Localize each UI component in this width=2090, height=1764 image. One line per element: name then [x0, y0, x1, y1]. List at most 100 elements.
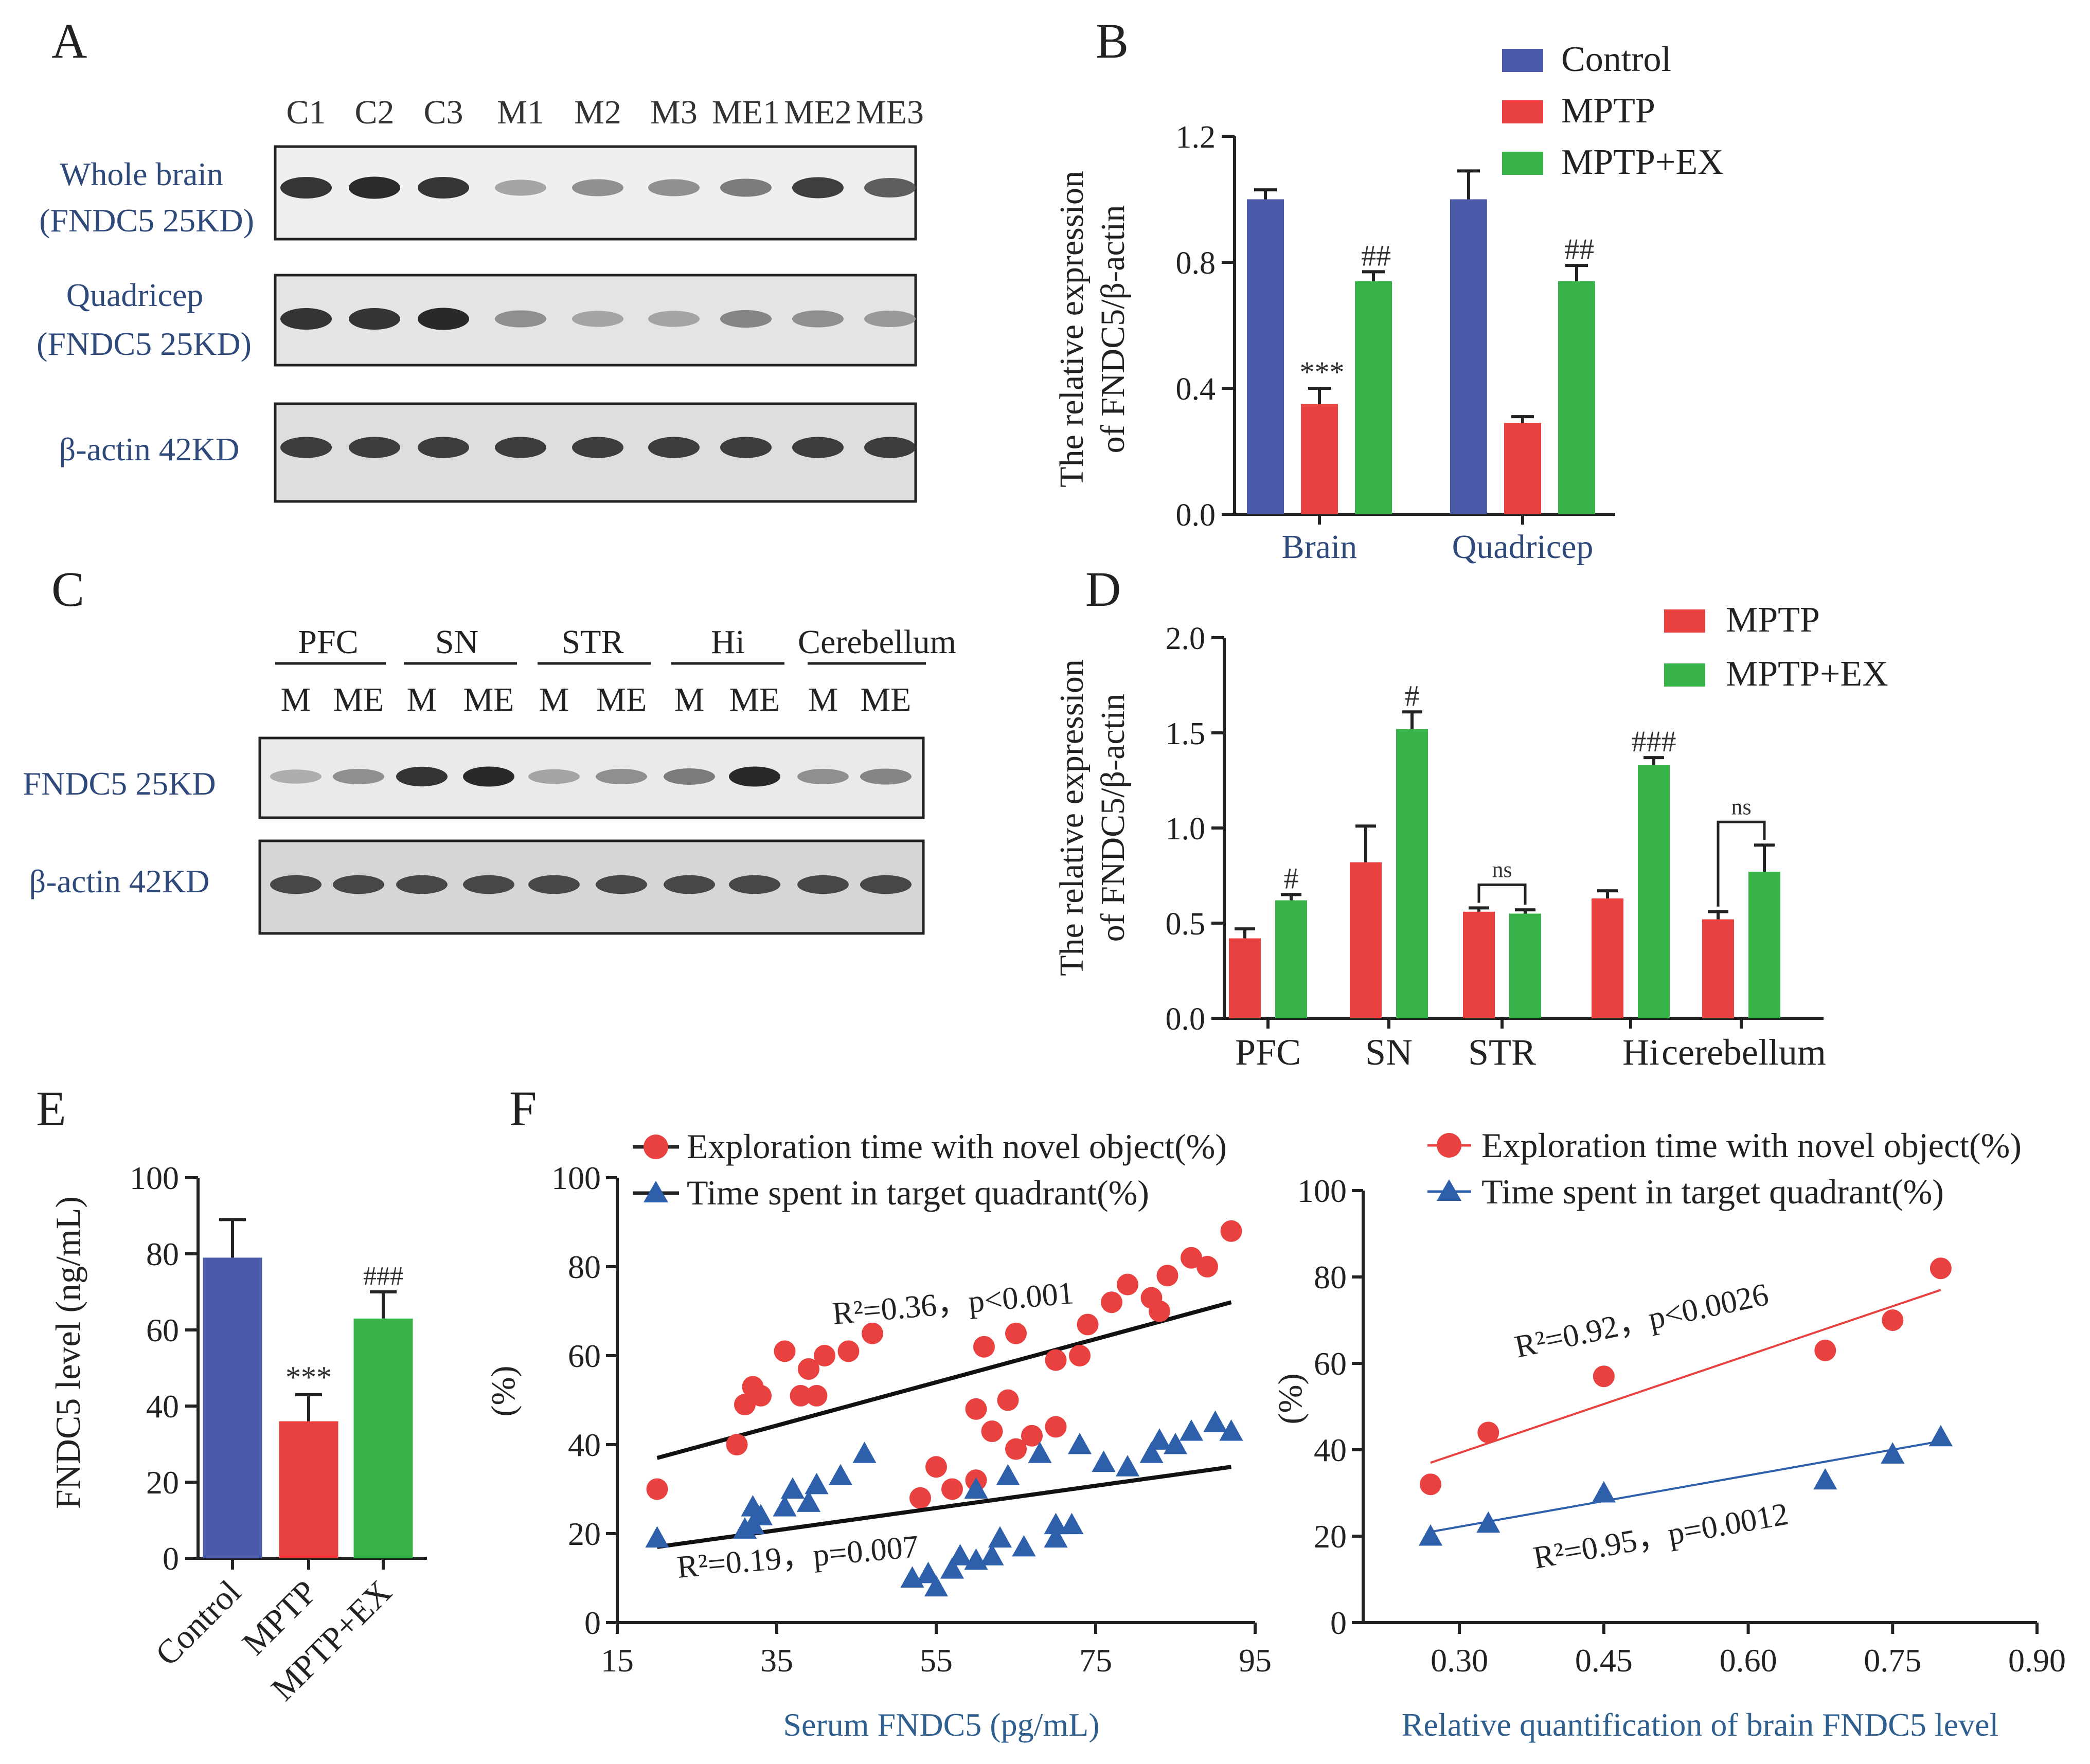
blot-band: [528, 769, 580, 784]
chart-f1-point-circle: [734, 1394, 756, 1416]
chart-f2-x-tick-label: 0.45: [1575, 1642, 1633, 1679]
legend-swatch-mptp: [1664, 609, 1705, 633]
blot-c-row-label: β-actin 42KD: [29, 863, 210, 899]
blot-c-region-label: PFC: [298, 623, 358, 661]
chart-f1-point-triangle: [1203, 1410, 1227, 1432]
chart-d-annotation: ns: [1492, 857, 1512, 882]
chart-e-x-tick-label: Control: [148, 1573, 248, 1673]
blot-a-lane-label: ME1: [712, 94, 780, 131]
legend-label-mptp-ex: MPTP+EX: [1561, 142, 1724, 182]
chart-f1-y-tick-label: 0: [584, 1605, 601, 1641]
chart-f1-legend: Exploration time with novel object(%) Ti…: [633, 1127, 1227, 1212]
chart-b-annotation: ##: [1361, 239, 1391, 272]
chart-f1-point-circle: [806, 1384, 828, 1407]
chart-f2-fit-line: [1430, 1289, 1941, 1464]
blot-band: [463, 875, 514, 894]
blot-c-region-labels: PFC SN STR Hi Cerebellum: [298, 623, 956, 661]
blot-band: [333, 875, 384, 894]
chart-f1-x-tick-label: 35: [760, 1642, 793, 1679]
chart-f1-point-circle: [1196, 1256, 1218, 1277]
chart-d-bar-mptp-ex: [1509, 913, 1541, 1018]
blot-band: [349, 308, 400, 330]
chart-d-bar-mptp: [1702, 919, 1734, 1018]
chart-d-bar-mptp-ex: [1748, 872, 1780, 1018]
blot-c-lane-label: ME: [861, 681, 912, 718]
chart-d-bar-mptp: [1350, 862, 1382, 1018]
chart-b-x-tick-label: Quadricep: [1452, 528, 1594, 566]
chart-f1-point-triangle: [1179, 1419, 1204, 1441]
blot-a-lane-label: C1: [286, 94, 326, 131]
panel-letter-a: A: [51, 13, 87, 68]
legend-label-exploration: Exploration time with novel object(%): [1481, 1126, 2022, 1165]
chart-f1-y-tick-label: 100: [551, 1160, 601, 1196]
chart-d-legend: MPTP MPTP+EX: [1664, 600, 1888, 694]
blot-band: [729, 875, 780, 894]
chart-f1: (%) Serum FNDC5 (pg/mL) 0 20 40 60 80 100 15 35…: [485, 1127, 1272, 1743]
blot-band: [797, 768, 849, 785]
blot-band: [270, 769, 321, 784]
chart-f1-point-circle: [1181, 1247, 1202, 1269]
blot-c-region-label: Cerebellum: [798, 623, 956, 661]
chart-d-bar-mptp-ex: [1275, 900, 1307, 1018]
blot-c-region-label: STR: [561, 623, 623, 661]
blot-band: [349, 437, 400, 458]
chart-f2-x-tick-label: 0.75: [1864, 1642, 1921, 1679]
chart-d-bars: # # ns ### ns: [1229, 679, 1780, 1018]
blot-a: C1 C2 C3 M1 M2 M3 ME1 ME2 ME3 Whole brai…: [37, 94, 924, 503]
chart-f1-point-circle: [909, 1487, 931, 1509]
chart-f1-point-triangle: [796, 1490, 821, 1512]
chart-f1-point-triangle: [1139, 1442, 1164, 1463]
chart-f1-point-triangle: [773, 1495, 797, 1517]
chart-d-bar-mptp-ex: [1396, 729, 1428, 1018]
blot-band: [418, 437, 469, 458]
blot-band: [349, 176, 400, 199]
blot-c-region-label: Hi: [711, 623, 745, 661]
chart-e-y-tick-label: 40: [146, 1388, 179, 1425]
chart-f1-point-triangle: [988, 1526, 1012, 1548]
chart-d-y-tick-label: 1.5: [1166, 716, 1206, 751]
chart-b-bar-mptp-ex: [1355, 281, 1392, 514]
legend-label-control: Control: [1561, 40, 1671, 79]
chart-f1-point-triangle: [1092, 1450, 1116, 1472]
chart-f1-point-circle: [1149, 1300, 1170, 1322]
chart-e-bar-mptp-ex: [353, 1318, 413, 1558]
chart-e-y-tick-label: 20: [146, 1464, 179, 1501]
blot-band: [720, 178, 772, 197]
chart-f1-point-circle: [1021, 1425, 1043, 1447]
chart-f2-point-triangle: [1418, 1524, 1443, 1546]
blot-c-row-label: FNDC5 25KD: [23, 765, 216, 802]
chart-f1-point-circle: [1156, 1265, 1178, 1287]
chart-f2-fit-line: [1430, 1440, 1941, 1533]
chart-f1-point-circle: [1045, 1416, 1067, 1438]
blot-band: [792, 310, 844, 328]
chart-d-x-tick-label: SN: [1365, 1032, 1413, 1073]
chart-f2-axes: 0 20 40 60 80 100 0.30 0.45 0.60 0.75 0.90: [1297, 1173, 2066, 1679]
blot-a-row-label: β-actin 42KD: [59, 431, 240, 467]
blot-band: [572, 179, 623, 196]
blot-band: [860, 875, 912, 894]
chart-f1-point-triangle: [916, 1561, 940, 1583]
chart-e-y-tick-label: 60: [146, 1312, 179, 1348]
chart-b-ylabel-line2: of FNDC5/β-actin: [1094, 205, 1132, 454]
chart-f1-point-triangle: [1012, 1535, 1036, 1557]
chart-f1-point-triangle: [924, 1575, 949, 1597]
chart-d-annotation: ns: [1731, 794, 1751, 819]
legend-marker-triangle: [644, 1181, 668, 1202]
chart-f2-x-tick-label: 0.30: [1431, 1642, 1488, 1679]
chart-f1-point-triangle: [1147, 1428, 1172, 1450]
chart-d-bar-mptp: [1229, 938, 1261, 1018]
chart-d-annotation: #: [1405, 679, 1420, 712]
legend-swatch-mptp: [1502, 100, 1543, 123]
chart-d-y-tick-label: 1.0: [1166, 812, 1206, 847]
blot-c-lane-label: ME: [333, 681, 384, 718]
chart-f1-point-triangle: [980, 1544, 1004, 1565]
legend-swatch-mptp-ex: [1664, 663, 1705, 687]
chart-b-y-tick-label: 0.4: [1176, 372, 1216, 407]
chart-f1-point-circle: [973, 1336, 995, 1358]
chart-e-bar-mptp: [279, 1421, 338, 1558]
chart-d-y-tick-label: 0.5: [1166, 907, 1206, 942]
panel-letter-f: F: [509, 1081, 537, 1136]
chart-d-ylabel-line1: The relative expression: [1053, 659, 1091, 976]
chart-f1-point-circle: [798, 1358, 819, 1380]
chart-f1-point-triangle: [805, 1472, 829, 1495]
